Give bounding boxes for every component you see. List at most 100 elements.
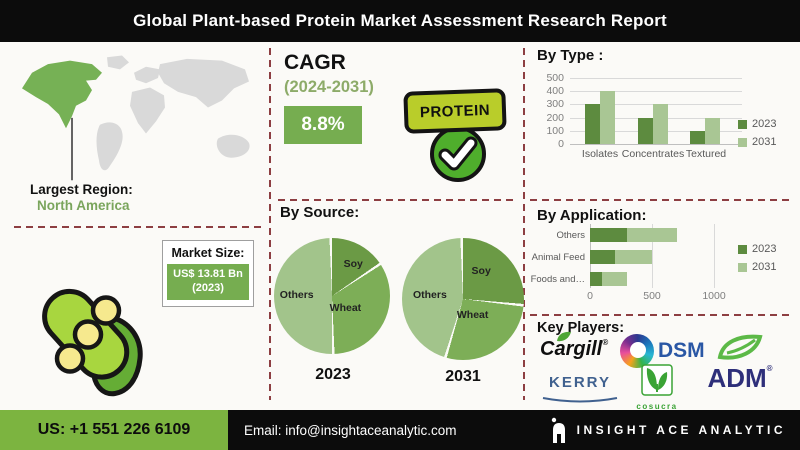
row-label-1: Animal Feed [531, 252, 585, 263]
logo-cosucra: cosucra [634, 364, 680, 411]
xtick-1000: 1000 [702, 290, 726, 302]
vgrid-1000 [714, 224, 715, 288]
insight-ace-logo-icon [551, 417, 565, 443]
ytick-200: 200 [546, 111, 564, 124]
kerry-text: KERRY [549, 374, 611, 391]
legend-swatch-2031 [738, 137, 747, 147]
segment-2031-row0 [627, 228, 677, 242]
segment-2023-row0 [590, 228, 628, 242]
cagr-value-badge: 8.8% [284, 106, 362, 144]
protein-badge: PROTEIN [402, 88, 510, 186]
email-text[interactable]: Email: info@insightaceanalytic.com [244, 422, 457, 438]
bar-2031-isolates [600, 91, 615, 144]
legend-swatch-2023 [738, 119, 747, 129]
adm-trademark: ® [766, 364, 773, 373]
x-axis-line [570, 144, 742, 145]
cosucra-text: cosucra [636, 402, 678, 411]
legend-by-type-2031: 2031 [738, 136, 776, 148]
bar-chart-by-application: 0 500 1000 Others Animal Feed Foods and… [530, 224, 760, 304]
largest-region-label: Largest Region: [30, 182, 133, 197]
row-label-0: Others [556, 230, 585, 241]
divider-right-bottom [530, 314, 792, 316]
checkmark-svg [438, 136, 478, 171]
xtick-500: 500 [643, 290, 661, 302]
protein-badge-text: PROTEIN [403, 88, 507, 134]
footer-bar: Email: info@insightaceanalytic.com INSIG… [228, 410, 800, 450]
legend-by-application-2031: 2031 [738, 261, 776, 273]
bar-2031-textured [705, 117, 720, 144]
category-isolates: Isolates [581, 148, 619, 160]
logo-dsm: DSM [620, 334, 705, 368]
bar-2031-concentrates [652, 104, 668, 144]
legend-swatch-2031 [738, 262, 747, 272]
logo-cargill: Cargill® [540, 331, 608, 361]
logo-adm: ADM® [700, 334, 780, 391]
xtick-0: 0 [587, 290, 593, 302]
ytick-100: 100 [546, 124, 564, 137]
segment-2023-row2 [590, 272, 603, 286]
adm-text: ADM® [707, 363, 773, 393]
pea-1 [54, 343, 86, 374]
market-size-label: Market Size: [171, 246, 245, 260]
world-map-svg [22, 55, 250, 181]
bar-2023-textured [690, 130, 705, 144]
divider-right-top [530, 199, 792, 201]
legend-label-2031: 2031 [752, 261, 777, 273]
pea-3 [90, 295, 122, 326]
pea-2 [72, 319, 104, 350]
key-players-title: Key Players: [537, 320, 625, 336]
ytick-300: 300 [546, 98, 564, 111]
checkmark-icon [430, 126, 486, 182]
pie-label-soy: Soy [471, 264, 491, 277]
gridline-500 [570, 78, 742, 79]
market-size-card: Market Size: US$ 13.81 Bn (2023) [162, 240, 254, 307]
map-asia [158, 58, 249, 108]
title-bar: Global Plant-based Protein Market Assess… [0, 0, 800, 42]
kerry-swoosh [542, 397, 618, 403]
ytick-400: 400 [546, 85, 564, 98]
pie-chart-by-source-2023: Soy Wheat Others [274, 238, 390, 354]
brand-name: INSIGHT ACE ANALYTIC [576, 423, 786, 437]
pie-chart-by-source-2031: Soy Wheat Others [402, 238, 524, 360]
legend-label-2023: 2023 [752, 243, 777, 255]
cosucra-leaf-icon [641, 364, 673, 396]
legend-swatch-2023 [738, 244, 747, 254]
vgrid-500 [652, 224, 653, 288]
dsm-swirl-icon [620, 334, 654, 368]
legend-by-type-2023: 2023 [738, 118, 776, 130]
page-title: Global Plant-based Protein Market Assess… [133, 11, 667, 30]
ytick-0: 0 [558, 138, 564, 150]
cargill-text: Cargill [540, 338, 603, 360]
divider-vertical-left [269, 48, 271, 400]
market-size-value: US$ 13.81 Bn (2023) [167, 264, 249, 300]
divider-left-column [14, 226, 264, 228]
segment-2031-row2 [602, 272, 628, 286]
by-type-title: By Type : [537, 47, 604, 64]
market-size-year: (2023) [192, 281, 224, 294]
world-map [12, 52, 264, 182]
largest-region-value: North America [37, 198, 130, 213]
map-greenland [107, 55, 129, 70]
by-source-title: By Source: [280, 204, 360, 221]
pie-label-soy: Soy [343, 257, 363, 270]
bar-chart-by-type: 0 100 200 300 400 500 [530, 70, 790, 165]
divider-vertical-right [523, 48, 525, 400]
pie-label-others: Others [279, 289, 314, 302]
map-north-america-highlight [22, 60, 102, 129]
legend-label-2023: 2023 [752, 118, 777, 130]
pea-pod-svg [42, 288, 143, 397]
pie-label-wheat: Wheat [456, 308, 489, 321]
category-concentrates: Concentrates [621, 148, 685, 160]
pie-year-2023: 2023 [315, 366, 351, 383]
category-textured: Textured [685, 148, 727, 160]
map-africa [130, 87, 165, 134]
bar-2023-isolates [585, 104, 600, 144]
cagr-period: (2024-2031) [284, 78, 374, 96]
dsm-text: DSM [658, 339, 705, 362]
map-australia [216, 134, 250, 158]
pie-label-wheat: Wheat [329, 301, 362, 314]
pea-pod-illustration [30, 262, 170, 400]
divider-mid-column [278, 199, 518, 201]
pie-label-others: Others [412, 289, 447, 302]
